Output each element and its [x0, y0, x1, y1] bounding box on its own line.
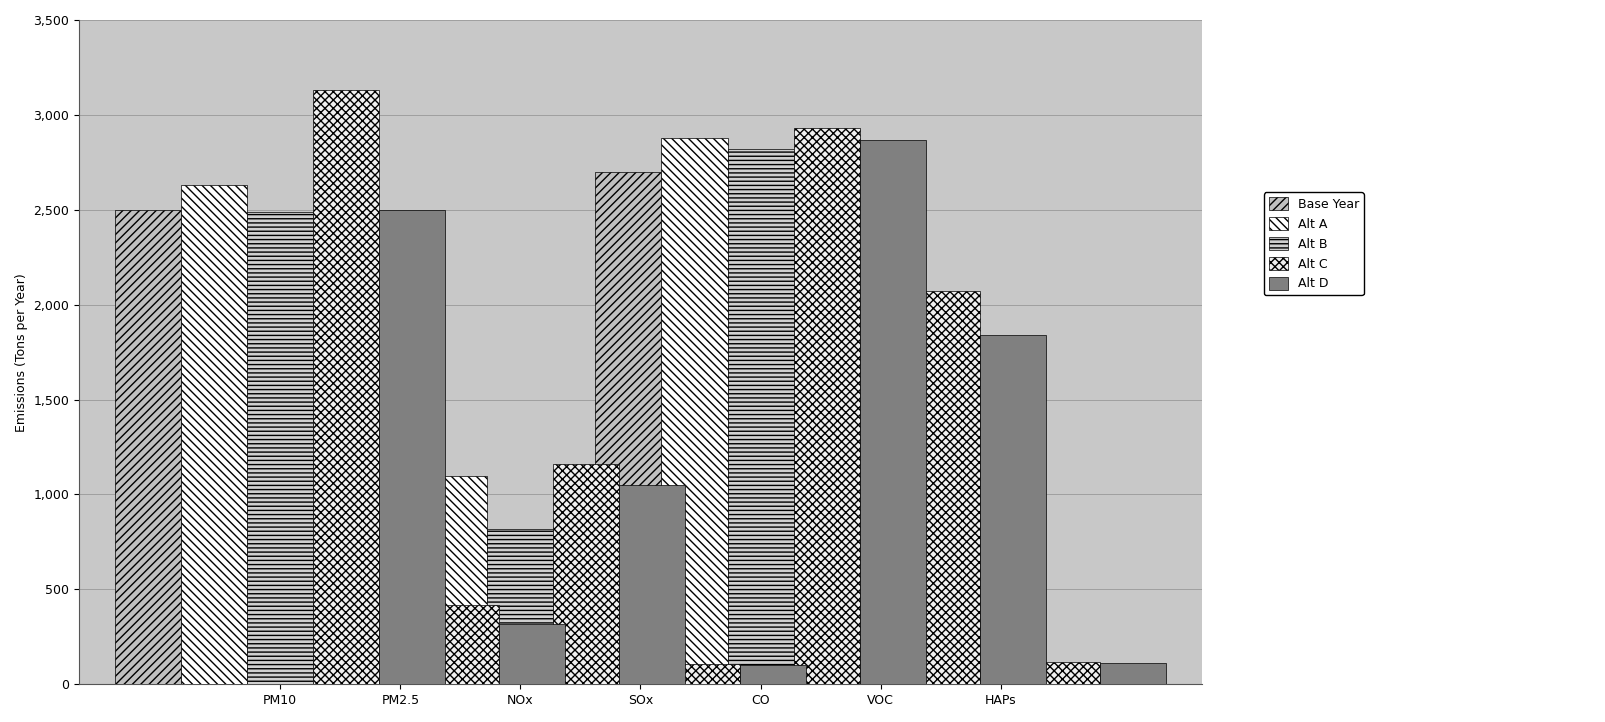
Bar [859, 139, 924, 684]
Bar [595, 172, 661, 684]
Bar [661, 138, 727, 684]
Bar [979, 335, 1045, 684]
Bar [782, 326, 847, 684]
Bar [475, 665, 541, 684]
Bar [433, 604, 499, 684]
Bar [793, 129, 859, 684]
Bar [116, 210, 181, 684]
Legend: Base Year, Alt A, Alt B, Alt C, Alt D: Base Year, Alt A, Alt B, Alt C, Alt D [1263, 192, 1363, 295]
Bar [554, 464, 620, 684]
Bar [379, 210, 445, 684]
Bar [181, 185, 247, 684]
Bar [913, 292, 979, 684]
Bar [847, 356, 913, 684]
Bar [835, 664, 900, 684]
Bar [968, 669, 1034, 684]
Bar [1099, 664, 1165, 684]
Bar [727, 149, 793, 684]
Bar [672, 664, 738, 684]
Bar [234, 625, 302, 684]
Bar [900, 667, 968, 684]
Bar [607, 666, 672, 684]
Bar [1034, 663, 1099, 684]
Bar [247, 212, 313, 684]
Bar [738, 665, 806, 684]
Bar [302, 622, 368, 684]
Bar [421, 476, 486, 684]
Bar [486, 529, 554, 684]
Y-axis label: Emissions (Tons per Year): Emissions (Tons per Year) [14, 273, 27, 432]
Bar [541, 672, 607, 684]
Bar [368, 627, 433, 684]
Bar [499, 624, 565, 684]
Bar [355, 479, 421, 684]
Bar [716, 314, 782, 684]
Bar [620, 485, 685, 684]
Bar [313, 90, 379, 684]
